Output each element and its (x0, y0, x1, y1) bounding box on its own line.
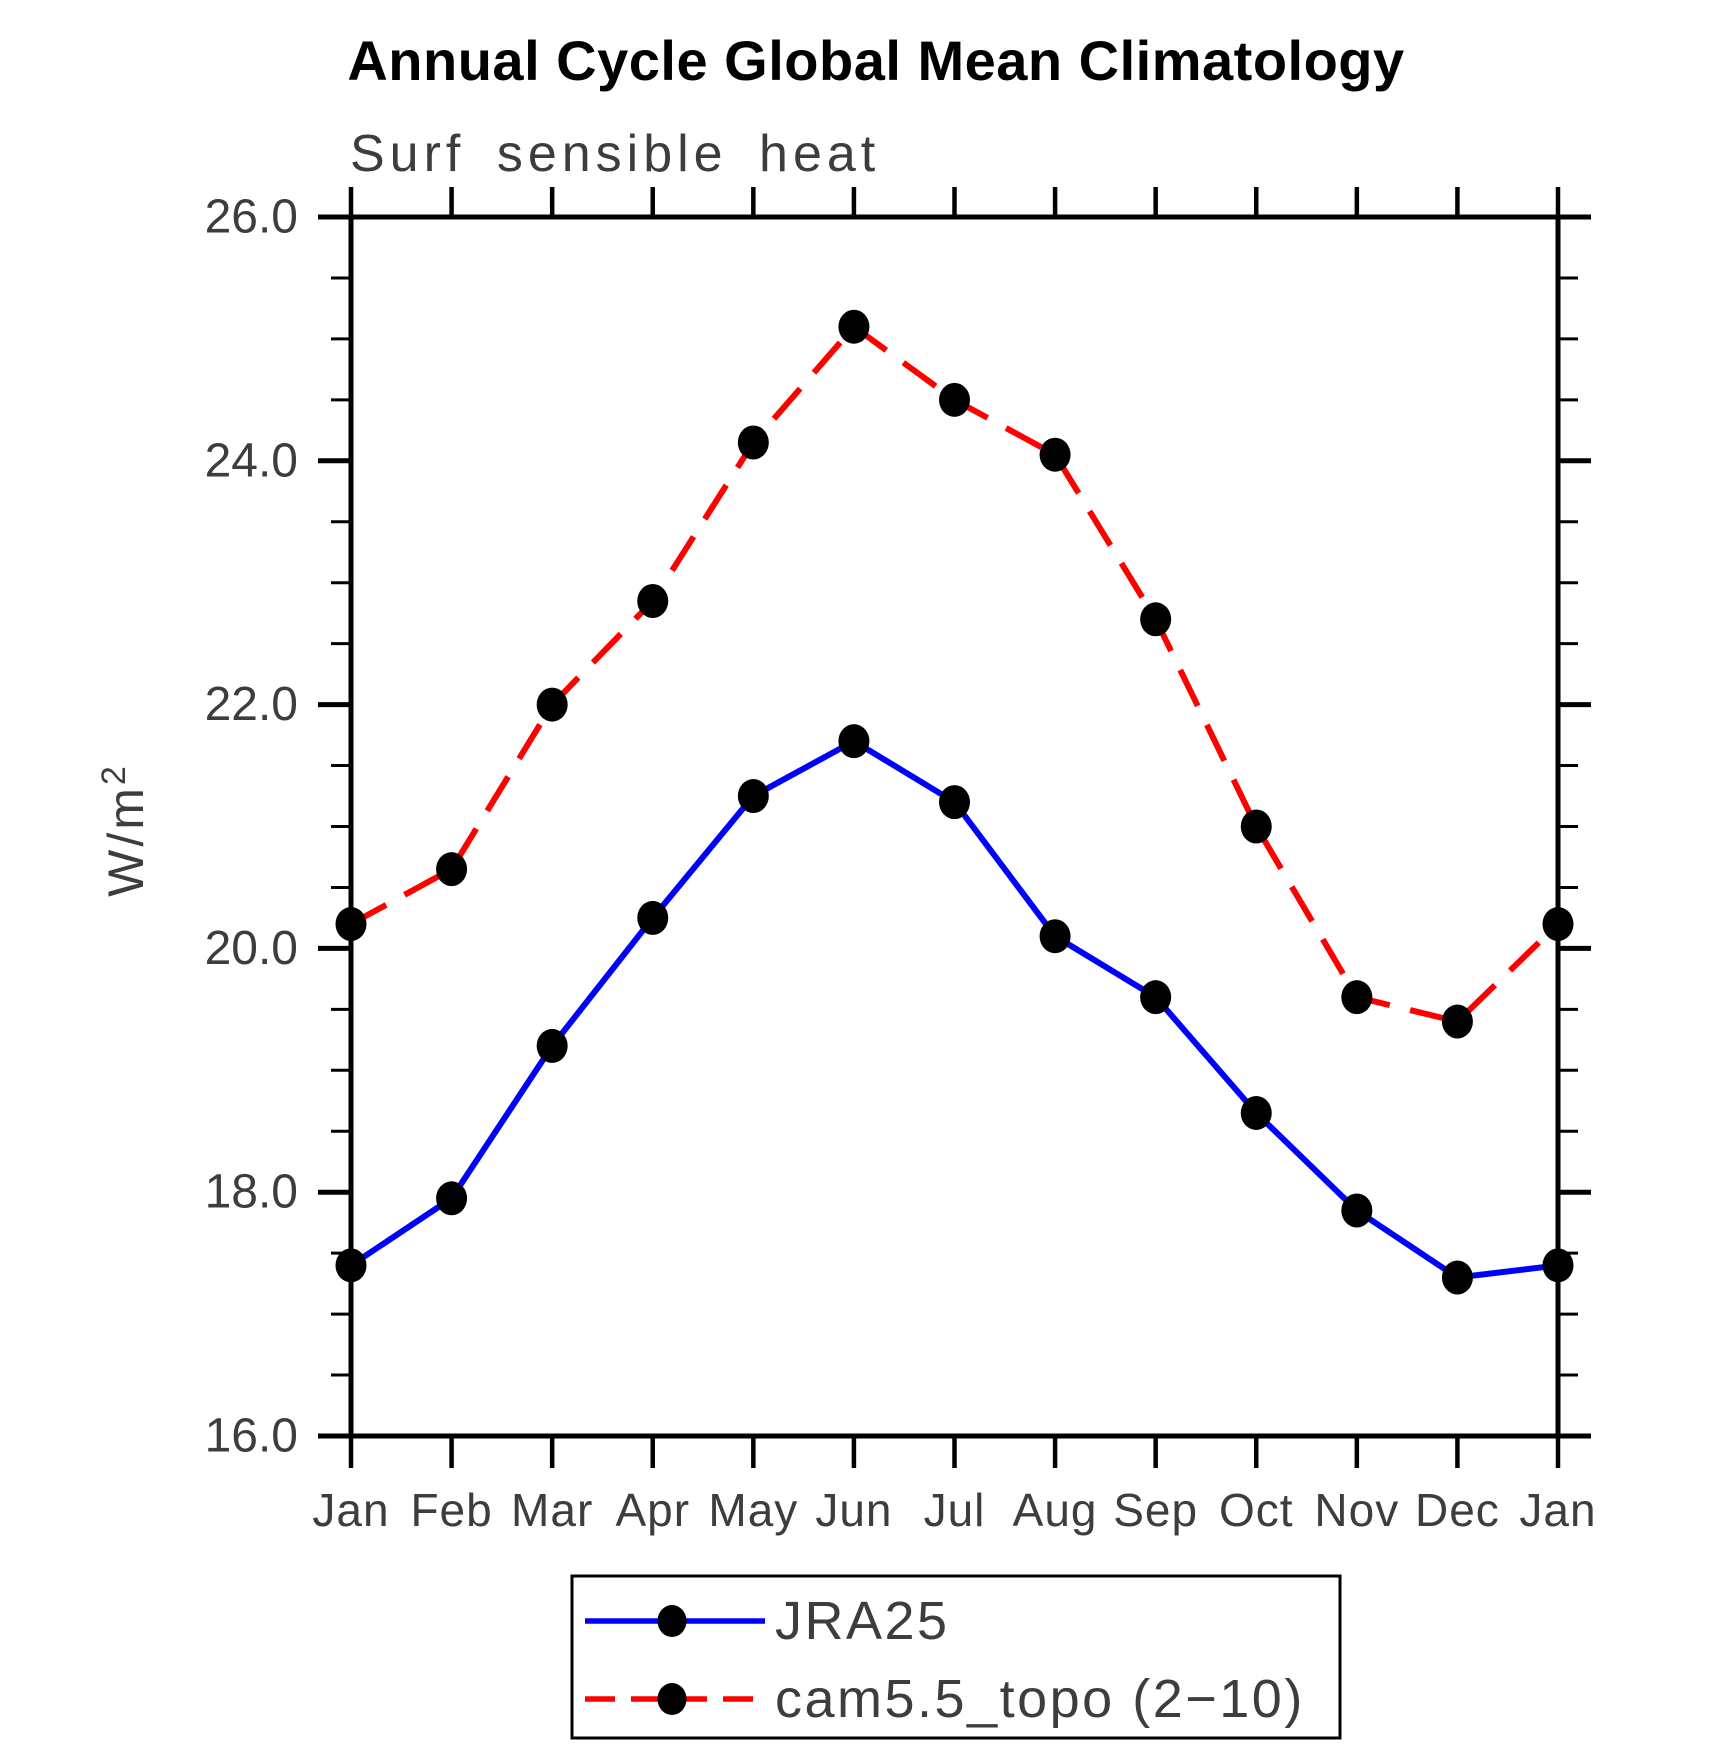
data-point-marker (1240, 809, 1272, 844)
y-tick-label: 20.0 (205, 922, 298, 975)
legend-label: cam5.5_topo (2−10) (775, 1669, 1305, 1729)
data-point-marker (1341, 980, 1373, 1015)
series-line-solid (349, 737, 1559, 1281)
data-point-marker (939, 382, 970, 417)
y-tick-label: 26.0 (205, 191, 298, 244)
y-tick-label: 22.0 (205, 678, 298, 731)
data-point-marker (1542, 907, 1574, 942)
data-point-marker (536, 1028, 568, 1063)
data-point-marker (335, 907, 367, 942)
legend-label: JRA25 (775, 1591, 950, 1651)
data-point-marker (1441, 1260, 1473, 1295)
data-point-marker (838, 309, 870, 344)
legend-sample-marker (657, 1605, 687, 1637)
data-point-marker (1140, 980, 1172, 1015)
series-line-dashed (349, 322, 1561, 1025)
data-point-marker (737, 425, 769, 460)
y-tick-label: 18.0 (205, 1166, 298, 1219)
x-tick-label: Feb (410, 1484, 492, 1536)
x-tick-label: Sep (1113, 1484, 1198, 1536)
legend-box (570, 1574, 1342, 1740)
x-tick-label: Apr (615, 1484, 690, 1536)
data-point-marker (1039, 919, 1071, 954)
x-tick-label: Jun (815, 1484, 892, 1536)
data-point-marker (939, 785, 970, 820)
data-point-marker (335, 1248, 367, 1283)
data-point-marker (436, 852, 468, 887)
x-tick-label: Nov (1314, 1484, 1399, 1536)
x-tick-label: Jan (312, 1484, 389, 1536)
legend-sample-marker (657, 1683, 687, 1715)
data-point-marker (1039, 437, 1071, 472)
chart-title: Annual Cycle Global Mean Climatology (347, 29, 1405, 92)
data-point-marker (436, 1181, 468, 1216)
x-tick-label: Dec (1415, 1484, 1500, 1536)
y-tick-label: 24.0 (205, 434, 298, 487)
data-point-marker (838, 724, 870, 759)
data-point-marker (1240, 1095, 1272, 1130)
x-tick-label: Mar (511, 1484, 593, 1536)
data-point-marker (1441, 1004, 1473, 1039)
y-tick-label: 16.0 (205, 1410, 298, 1463)
x-tick-label: May (708, 1484, 798, 1536)
data-point-marker (637, 583, 669, 618)
x-tick-label: Jan (1519, 1484, 1596, 1536)
data-point-marker (536, 687, 568, 722)
data-point-marker (1542, 1248, 1574, 1283)
x-tick-label: Jul (924, 1484, 986, 1536)
chart-subtitle: Surf sensible heat (350, 125, 881, 183)
data-point-marker (737, 779, 769, 814)
data-point-marker (1140, 602, 1172, 637)
data-point-marker (637, 900, 669, 935)
x-tick-label: Oct (1219, 1484, 1294, 1536)
x-tick-label: Aug (1013, 1484, 1098, 1536)
data-point-marker (1341, 1193, 1373, 1228)
